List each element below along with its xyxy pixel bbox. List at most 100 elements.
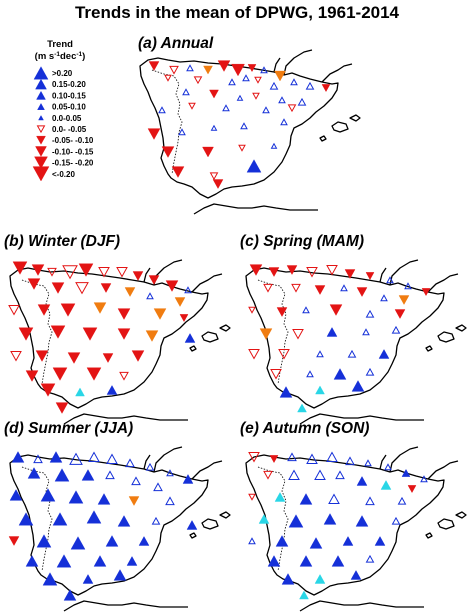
station-trend-marker bbox=[148, 61, 160, 71]
station-trend-marker bbox=[278, 349, 290, 360]
station-trend-marker bbox=[25, 370, 39, 382]
legend-label: -0.05- -0.10 bbox=[52, 136, 94, 145]
figure-title: Trends in the mean of DPWG, 1961-2014 bbox=[75, 3, 400, 22]
station-trend-marker bbox=[407, 485, 417, 494]
station-trend-marker bbox=[321, 84, 331, 93]
station-trend-marker bbox=[278, 96, 286, 104]
panel-label: (e) Autumn (SON) bbox=[240, 420, 369, 437]
station-trend-marker bbox=[299, 493, 313, 505]
station-trend-marker bbox=[27, 278, 41, 290]
station-trend-marker bbox=[299, 590, 309, 600]
station-trend-marker bbox=[259, 328, 273, 340]
station-trend-marker bbox=[328, 493, 340, 504]
station-trend-marker bbox=[380, 294, 388, 302]
iberia-map bbox=[245, 259, 467, 425]
panel-label: (c) Spring (MAM) bbox=[240, 233, 364, 250]
station-trend-marker bbox=[365, 496, 375, 506]
legend-label: 0.15-0.20 bbox=[52, 80, 86, 89]
station-trend-marker bbox=[86, 510, 102, 524]
station-trend-marker bbox=[40, 488, 56, 502]
station-trend-marker bbox=[131, 350, 145, 362]
station-trend-marker bbox=[269, 81, 279, 90]
station-trend-marker bbox=[291, 283, 301, 293]
station-trend-marker bbox=[329, 304, 343, 316]
station-trend-marker bbox=[248, 452, 260, 463]
station-trend-marker bbox=[281, 573, 295, 585]
station-trend-marker bbox=[171, 166, 185, 178]
station-trend-marker bbox=[268, 267, 280, 277]
station-trend-marker bbox=[186, 520, 198, 530]
station-trend-marker bbox=[380, 480, 392, 490]
station-trend-marker bbox=[263, 470, 273, 480]
station-trend-marker bbox=[287, 452, 297, 462]
station-trend-marker bbox=[263, 283, 273, 293]
station-trend-marker bbox=[117, 515, 131, 527]
iberia-map bbox=[9, 259, 231, 425]
station-trend-marker bbox=[98, 267, 110, 278]
station-trend-marker bbox=[351, 380, 365, 392]
legend-symbol bbox=[36, 135, 46, 145]
station-trend-marker bbox=[347, 349, 357, 358]
station-trend-marker bbox=[302, 306, 310, 314]
station-trend-marker bbox=[105, 535, 119, 547]
station-trend-marker bbox=[51, 282, 65, 294]
legend-symbol bbox=[36, 90, 46, 100]
station-trend-marker bbox=[270, 142, 278, 149]
station-trend-marker bbox=[153, 308, 167, 320]
station-trend-marker bbox=[106, 453, 118, 464]
legend-unit: (m s-1dec-1) bbox=[35, 51, 86, 62]
station-trend-marker bbox=[262, 106, 270, 114]
legend-label: 0.05-0.10 bbox=[52, 103, 86, 112]
station-trend-marker bbox=[247, 64, 257, 73]
station-trend-marker bbox=[52, 367, 68, 381]
station-trend-marker bbox=[248, 306, 256, 314]
panel-annual: (a) Annual bbox=[138, 35, 361, 215]
iberia-map bbox=[9, 446, 231, 612]
station-trend-marker bbox=[10, 351, 22, 362]
station-trend-marker bbox=[326, 327, 338, 337]
station-trend-marker bbox=[260, 66, 268, 74]
legend-label: 0.0-0.05 bbox=[52, 114, 82, 123]
station-trend-marker bbox=[82, 574, 94, 584]
station-trend-marker bbox=[174, 297, 186, 307]
station-trend-marker bbox=[52, 512, 68, 526]
station-trend-marker bbox=[47, 267, 57, 277]
legend-symbol bbox=[38, 115, 44, 121]
station-trend-marker bbox=[316, 350, 324, 358]
station-trend-marker bbox=[131, 476, 141, 486]
station-trend-marker bbox=[391, 325, 401, 334]
station-trend-marker bbox=[335, 470, 345, 480]
station-trend-marker bbox=[249, 264, 263, 276]
station-trend-marker bbox=[179, 314, 189, 323]
station-trend-marker bbox=[166, 469, 174, 477]
station-trend-marker bbox=[113, 569, 127, 581]
station-trend-marker bbox=[36, 534, 52, 548]
station-trend-marker bbox=[93, 555, 107, 567]
iberia-map bbox=[245, 446, 467, 612]
station-trend-marker bbox=[164, 74, 172, 82]
station-trend-marker bbox=[345, 456, 355, 466]
station-trend-marker bbox=[161, 146, 175, 158]
station-trend-marker bbox=[217, 60, 231, 72]
station-trend-marker bbox=[340, 284, 348, 292]
station-trend-marker bbox=[210, 124, 218, 131]
station-trend-marker bbox=[31, 264, 45, 276]
station-trend-marker bbox=[314, 469, 326, 480]
station-trend-marker bbox=[184, 286, 192, 294]
station-trend-marker bbox=[356, 476, 368, 486]
station-trend-marker bbox=[236, 94, 244, 101]
station-trend-marker bbox=[18, 512, 34, 526]
station-trend-marker bbox=[288, 514, 304, 528]
station-trend-marker bbox=[398, 295, 410, 305]
legend-symbol bbox=[35, 78, 47, 90]
station-trend-marker bbox=[356, 287, 368, 297]
station-trend-marker bbox=[146, 292, 154, 300]
station-trend-marker bbox=[145, 462, 155, 471]
station-trend-marker bbox=[106, 385, 118, 395]
station-trend-marker bbox=[378, 349, 390, 359]
station-trend-marker bbox=[306, 370, 314, 378]
station-trend-marker bbox=[297, 97, 307, 106]
station-trend-marker bbox=[231, 63, 245, 77]
station-trend-marker bbox=[275, 535, 289, 547]
